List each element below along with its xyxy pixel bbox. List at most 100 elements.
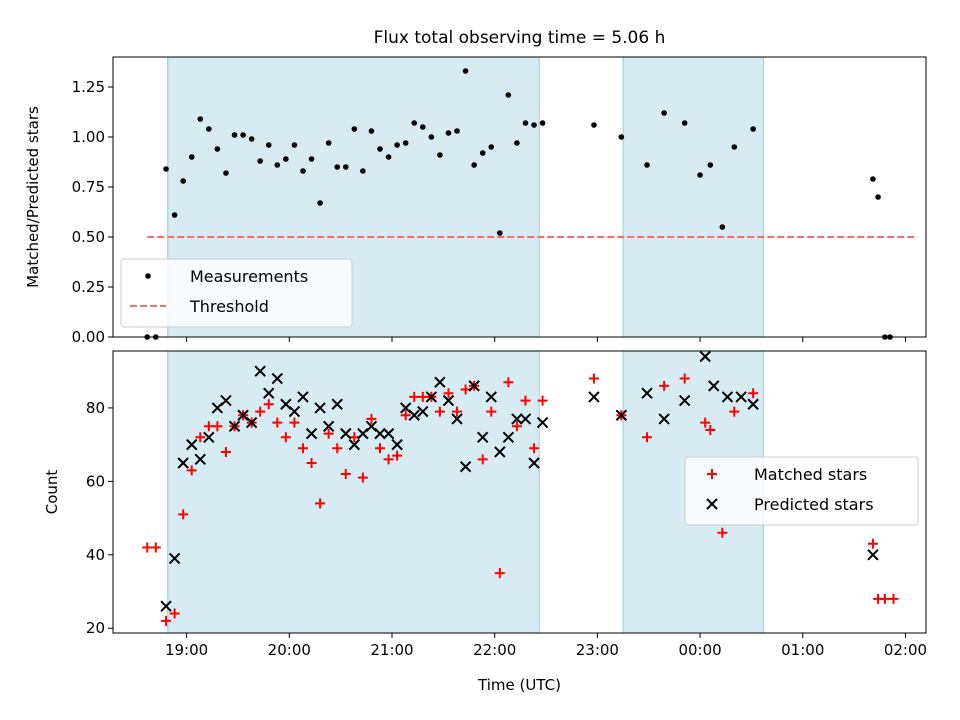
predicted-star-point (502, 431, 515, 443)
matched-star-point (297, 443, 308, 454)
matched-star-point (255, 406, 266, 417)
predicted-star-point (245, 416, 258, 429)
measurement-point (644, 162, 650, 168)
predicted-star-point (519, 413, 532, 425)
matched-star-point (203, 421, 214, 432)
top-axes-frame (112, 56, 927, 338)
predicted-star-point (708, 380, 720, 392)
predicted-star-point (641, 387, 653, 399)
matched-star-point (879, 593, 890, 604)
matched-star-point (511, 421, 522, 432)
measurement-point (661, 110, 667, 116)
matched-star-point (212, 421, 223, 432)
matched-star-point (537, 395, 548, 406)
matched-star-point (186, 465, 197, 476)
predicted-star-point (867, 549, 879, 561)
matched-star-point (642, 432, 653, 443)
matched-star-point (503, 377, 514, 388)
matched-star-point (150, 542, 161, 553)
measurement-point (325, 140, 332, 146)
bottom-shaded-interval (167, 350, 540, 634)
measurement-point (437, 152, 443, 158)
predicted-star-point (228, 420, 241, 432)
top-legend-box (120, 258, 353, 328)
predicted-star-point (459, 460, 472, 473)
predicted-star-point (442, 394, 455, 407)
predicted-star-point (476, 431, 489, 443)
predicted-star-point (678, 394, 691, 407)
x-tick-label: 01:00 (781, 641, 824, 659)
measurement-point (214, 146, 221, 152)
top-legend: Measurements Threshold (120, 258, 353, 328)
predicted-star-point (735, 391, 747, 403)
predicted-star-point (408, 409, 420, 421)
measurement-point (419, 124, 426, 130)
predicted-star-point (340, 427, 352, 440)
measurement-point (283, 156, 289, 162)
measurement-point (394, 142, 400, 148)
predicted-star-point (615, 409, 628, 421)
predicted-star-point (186, 438, 198, 451)
measurement-point (206, 126, 212, 132)
matched-star-point (494, 568, 505, 579)
predicted-star-point (160, 600, 172, 612)
predicted-star-point (699, 350, 711, 363)
matched-star-point (289, 417, 300, 428)
matched-star-point (357, 472, 368, 483)
legend-predicted-swatch (706, 498, 718, 510)
measurement-point (479, 150, 486, 156)
top-y-ticks: 0.00 0.25 0.50 0.75 1.00 1.25 (72, 78, 113, 346)
matched-star-point (452, 406, 463, 417)
predicted-star-point (297, 391, 309, 403)
measurement-point (317, 200, 323, 206)
matched-star-point (588, 373, 599, 384)
matched-star-point (272, 417, 283, 428)
top-y-axis-label: Matched/Predicted stars (24, 106, 42, 288)
predicted-star-point (382, 427, 395, 440)
measurement-point (163, 166, 169, 172)
measurement-point (308, 156, 315, 162)
measurement-point (428, 134, 435, 140)
measurement-point (618, 134, 625, 140)
matched-star-point (400, 410, 411, 421)
legend-label: Threshold (189, 297, 269, 316)
predicted-star-point (468, 380, 480, 392)
predicted-star-point (348, 438, 361, 451)
matched-star-point (323, 428, 334, 439)
measurement-point (248, 136, 255, 142)
measurement-point (719, 224, 726, 230)
predicted-star-point (747, 398, 759, 410)
predicted-star-point (194, 453, 206, 466)
measurement-point (462, 68, 469, 74)
predicted-star-point (391, 438, 403, 451)
matched-star-point (659, 380, 670, 391)
matched-star-point (375, 443, 386, 454)
legend-label: Predicted stars (754, 495, 874, 514)
bottom-y-ticks: 20 40 60 80 (86, 399, 113, 637)
measurement-point (531, 122, 537, 128)
measurement-point (265, 142, 272, 148)
matched-star-point (700, 417, 711, 428)
measurement-point (197, 116, 204, 122)
top-y-tick-label: 1.25 (72, 78, 105, 96)
bottom-y-tick-label: 80 (86, 399, 105, 417)
bottom-x-ticks: 19:00 20:00 21:00 22:00 23:00 00:00 01:00 02:00 (165, 633, 927, 659)
predicted-star-point (485, 391, 497, 403)
measurement-point (360, 168, 366, 174)
predicted-star-point (528, 457, 540, 469)
measurement-point (334, 164, 341, 170)
predicted-star-point (305, 427, 318, 440)
matched-star-point (161, 615, 172, 626)
bottom-series (142, 350, 899, 626)
bottom-panel: 20 40 60 80 19:00 20:00 21:00 22:00 23:00 00:00 0… (43, 350, 927, 694)
predicted-star-point (721, 391, 734, 403)
top-y-tick-label: 0.75 (72, 178, 105, 196)
matched-star-point (315, 498, 326, 509)
x-tick-label: 22:00 (473, 641, 516, 659)
chart-title: Flux total observing time = 5.06 h (374, 28, 666, 48)
matched-star-point (383, 454, 394, 465)
measurement-point (497, 230, 503, 236)
matched-star-point (340, 469, 351, 480)
matched-star-point (417, 391, 428, 402)
predicted-star-point (314, 402, 326, 414)
